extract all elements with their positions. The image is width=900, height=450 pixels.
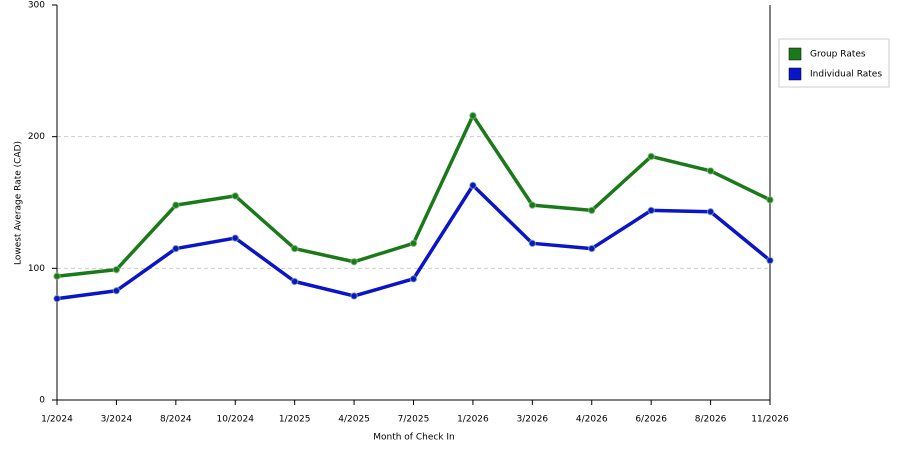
y-tick-label: 300 bbox=[28, 1, 45, 11]
x-tick-label: 4/2026 bbox=[576, 415, 608, 425]
data-point bbox=[647, 206, 655, 215]
x-tick-label: 1/2026 bbox=[457, 415, 489, 425]
data-point bbox=[647, 152, 655, 161]
data-point bbox=[409, 275, 418, 283]
data-point bbox=[112, 265, 121, 274]
legend-swatch bbox=[788, 67, 802, 81]
data-point bbox=[290, 277, 299, 286]
data-point bbox=[528, 201, 537, 209]
x-axis-label: Month of Check In bbox=[373, 433, 455, 443]
x-tick-label: 10/2024 bbox=[217, 415, 255, 425]
y-tick-label: 200 bbox=[28, 132, 45, 142]
y-tick-label: 100 bbox=[28, 264, 45, 274]
x-tick-label: 4/2025 bbox=[338, 415, 370, 425]
series-line bbox=[56, 113, 771, 278]
data-point bbox=[587, 206, 596, 215]
x-tick-label: 1/2024 bbox=[41, 415, 73, 425]
data-point bbox=[290, 244, 299, 253]
data-point bbox=[53, 272, 61, 281]
data-point bbox=[469, 181, 477, 190]
data-point bbox=[409, 239, 418, 248]
x-tick-label: 8/2024 bbox=[160, 415, 192, 425]
data-point bbox=[112, 286, 121, 295]
data-point bbox=[469, 111, 477, 120]
data-point bbox=[350, 257, 358, 266]
y-axis-label: Lowest Average Rate (CAD) bbox=[14, 141, 24, 265]
data-point bbox=[706, 207, 715, 216]
x-tick-label: 7/2025 bbox=[398, 415, 430, 425]
data-point bbox=[231, 234, 240, 242]
x-tick-label: 1/2025 bbox=[279, 415, 311, 425]
data-point bbox=[587, 244, 596, 253]
y-tick-label: 0 bbox=[39, 396, 45, 406]
data-point bbox=[528, 239, 537, 248]
x-tick-label: 3/2026 bbox=[516, 415, 548, 425]
data-point bbox=[231, 192, 240, 200]
x-tick-label: 6/2026 bbox=[635, 415, 667, 425]
data-point bbox=[172, 201, 180, 209]
legend-label: Individual Rates bbox=[810, 70, 882, 80]
x-tick-label: 11/2026 bbox=[751, 415, 789, 425]
data-point bbox=[766, 256, 774, 265]
legend-swatch bbox=[788, 47, 802, 61]
data-point bbox=[766, 196, 774, 204]
data-point bbox=[706, 167, 715, 175]
data-point bbox=[53, 294, 61, 303]
x-tick-label: 3/2024 bbox=[101, 415, 133, 425]
data-point bbox=[172, 244, 180, 253]
legend-label: Group Rates bbox=[810, 50, 866, 60]
x-tick-label: 8/2026 bbox=[695, 415, 727, 425]
data-point bbox=[350, 292, 358, 300]
